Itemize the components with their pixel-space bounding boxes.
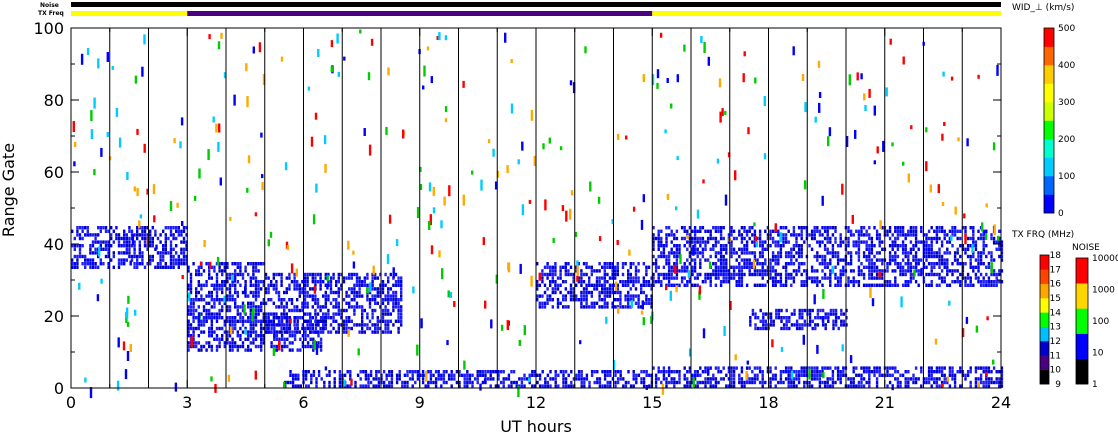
echo-layer xyxy=(71,29,1004,399)
colorbar-0-segment-7 xyxy=(1044,65,1054,84)
header-rows: Noise TX Freq xyxy=(38,2,1001,17)
echo-scatter xyxy=(72,29,1000,399)
colorbar-2-segment-3 xyxy=(1076,283,1088,309)
y-tick-label-0: 0 xyxy=(54,379,64,398)
colorbar-noise-title: NOISE xyxy=(1072,243,1100,253)
echo-band-4 xyxy=(284,370,654,388)
colorbar-2-tick-2: 100 xyxy=(1092,317,1109,327)
colorbar-1-segment-0 xyxy=(1040,369,1049,385)
echo-band-5 xyxy=(536,262,653,309)
colorbar-1-segment-8 xyxy=(1040,255,1049,270)
colorbar-0-segment-5 xyxy=(1044,102,1054,121)
colorbar-1-tick-6: 15 xyxy=(1050,294,1061,304)
x-tick-label-5: 15 xyxy=(642,393,662,412)
colorbar-1-tick-7: 16 xyxy=(1050,280,1062,290)
echo-band-0 xyxy=(71,226,188,269)
freq-segment-2 xyxy=(652,11,1001,16)
freq-segment-0 xyxy=(71,11,188,16)
colorbar-0-segment-8 xyxy=(1044,46,1054,66)
colorbar-0-segment-3 xyxy=(1044,139,1054,158)
colorbar-0-tick-1: 100 xyxy=(1058,172,1075,182)
colorbar-1-tick-0: 9 xyxy=(1055,380,1061,390)
x-tick-label-8: 24 xyxy=(991,393,1011,412)
x-tick-label-7: 21 xyxy=(875,393,895,412)
colorbar-1-tick-4: 13 xyxy=(1050,323,1061,333)
echo-band-7 xyxy=(652,366,1004,388)
colorbar-2-tick-1: 10 xyxy=(1092,349,1104,359)
colorbar-2-segment-0 xyxy=(1076,358,1088,385)
colorbar-0-frame xyxy=(1043,27,1055,214)
colorbar-2-tick-4: 10000 xyxy=(1092,254,1118,264)
colorbar-0-tick-5: 500 xyxy=(1058,24,1075,34)
y-axis: 0 20 40 60 80 100 xyxy=(33,19,1001,398)
colorbar-noise: NOISE 1 10 100 1000 10000 xyxy=(1072,243,1118,390)
x-tick-label-0: 0 xyxy=(66,393,76,412)
colorbar-1-segment-4 xyxy=(1040,312,1049,327)
colorbar-1-segment-3 xyxy=(1040,326,1049,342)
colorbar-frequency: TX FRQ (MHz) 9 10 11 12 13 14 15 16 17 18 xyxy=(1011,230,1074,390)
colorbar-1-segment-6 xyxy=(1040,283,1049,299)
plot-area: 0 3 6 9 12 15 18 21 24 0 20 40 60 80 100 xyxy=(33,19,1011,412)
colorbar-1-segment-7 xyxy=(1040,269,1049,284)
y-axis-title: Range Gate xyxy=(0,143,18,237)
colorbar-0-segment-0 xyxy=(1044,194,1054,214)
colorbar-0-segment-9 xyxy=(1044,28,1054,47)
y-tick-label-3: 60 xyxy=(44,163,64,182)
colorbar-1-frame xyxy=(1039,254,1050,385)
echo-band-1 xyxy=(187,262,265,323)
echo-band-8 xyxy=(749,308,848,331)
x-tick-label-1: 3 xyxy=(182,393,192,412)
x-tick-label-2: 6 xyxy=(298,393,308,412)
colorbar-1-tick-8: 17 xyxy=(1050,265,1061,275)
colorbar-1-tick-5: 14 xyxy=(1050,308,1062,318)
colorbar-0-tick-2: 200 xyxy=(1058,135,1075,145)
x-axis-title: UT hours xyxy=(500,417,572,435)
colorbar-2-frame xyxy=(1075,257,1089,385)
colorbar-2-tick-0: 1 xyxy=(1092,380,1098,390)
colorbar-1-tick-2: 11 xyxy=(1050,351,1061,361)
colorbar-1-tick-3: 12 xyxy=(1050,337,1061,347)
noise-row-label: Noise xyxy=(40,2,59,9)
colorbar-0-tick-4: 400 xyxy=(1058,61,1075,71)
y-tick-label-4: 80 xyxy=(44,91,64,110)
y-tick-label-2: 40 xyxy=(44,235,64,254)
colorbar-0-segment-6 xyxy=(1044,83,1054,103)
freq-row-label: TX Freq xyxy=(38,10,64,17)
x-tick-label-6: 18 xyxy=(758,393,778,412)
y-tick-label-5: 100 xyxy=(33,19,64,38)
noise-bar xyxy=(71,2,1001,7)
colorbar-1-segment-1 xyxy=(1040,355,1049,370)
y-tick-label-1: 20 xyxy=(44,307,64,326)
colorbar-2-tick-3: 1000 xyxy=(1092,286,1115,296)
colorbar-2-segment-1 xyxy=(1076,333,1088,360)
colorbar-frequency-title: TX FRQ (MHz) xyxy=(1011,230,1074,240)
colorbar-0-segment-2 xyxy=(1044,157,1054,177)
x-tick-label-4: 12 xyxy=(526,393,546,412)
colorbar-1-tick-9: 18 xyxy=(1050,251,1062,261)
colorbar-0-segment-4 xyxy=(1044,120,1054,140)
colorbar-2-segment-2 xyxy=(1076,308,1088,334)
x-axis: 0 3 6 9 12 15 18 21 24 xyxy=(66,28,1011,412)
colorbar-1-tick-1: 10 xyxy=(1050,366,1062,376)
colorbar-1-segment-2 xyxy=(1040,341,1049,356)
colorbar-0-segment-1 xyxy=(1044,176,1054,195)
colorbar-width-title: WID_⊥ (km/s) xyxy=(1012,3,1074,13)
x-tick-label-3: 9 xyxy=(415,393,425,412)
echo-band-3 xyxy=(264,272,403,334)
colorbar-1-segment-5 xyxy=(1040,298,1049,313)
colorbar-width: WID_⊥ (km/s) 0 100 200 300 400 500 xyxy=(1012,3,1075,219)
scan-boundaries xyxy=(109,28,963,388)
freq-segment-1 xyxy=(187,11,653,16)
freq-bar xyxy=(71,11,1001,16)
colorbar-0-tick-0: 0 xyxy=(1058,209,1064,219)
colorbar-2-segment-4 xyxy=(1076,258,1088,284)
colorbar-0-tick-3: 300 xyxy=(1058,98,1075,108)
